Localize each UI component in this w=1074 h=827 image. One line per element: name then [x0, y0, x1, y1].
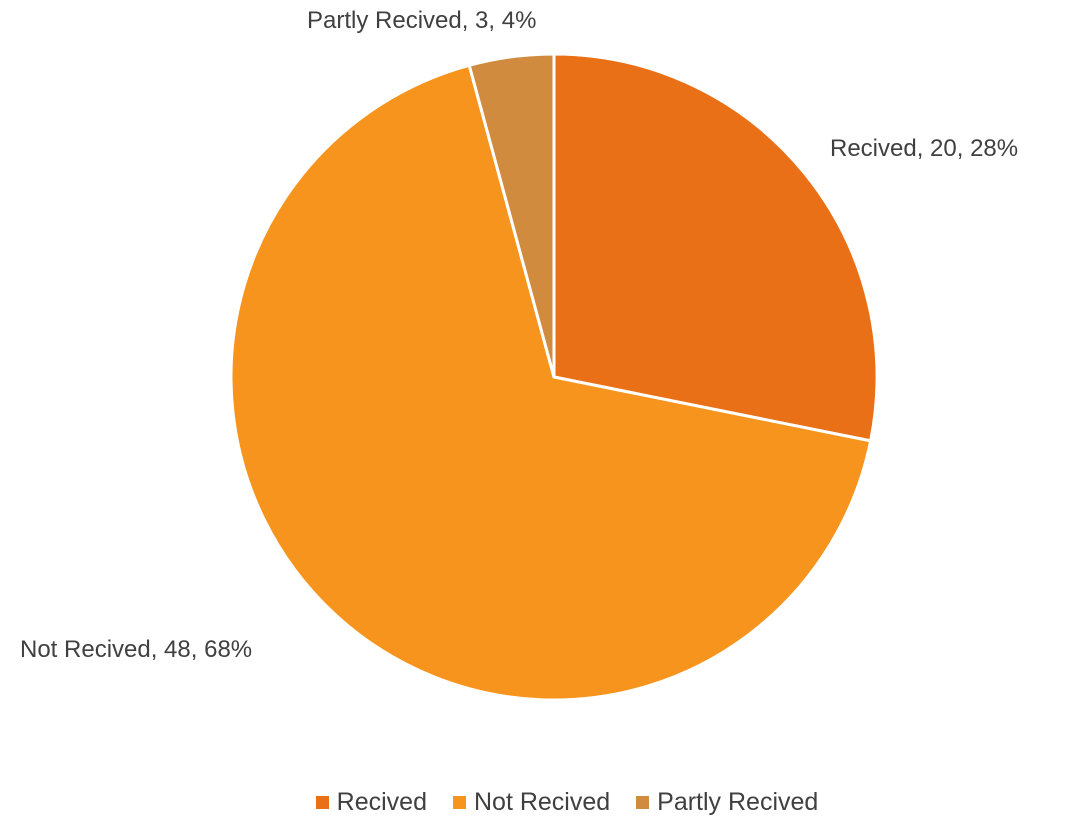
legend-item-not-recived[interactable]: Not Recived: [452, 788, 611, 817]
pie-slice-partly-recived[interactable]: [467, 52, 556, 379]
legend-swatch-not-recived: [452, 796, 466, 809]
pie-slices: [229, 52, 879, 702]
data-label-not-recived: Not Recived, 48, 68%: [20, 636, 252, 663]
legend-item-partly-recived[interactable]: Partly Recived: [636, 788, 818, 817]
legend-label-not-recived: Not Recived: [473, 788, 611, 816]
legend-label-partly-recived: Partly Recived: [657, 788, 819, 816]
legend-item-recived[interactable]: Recived: [315, 788, 427, 817]
chart-legend: Recived Not Recived Partly Recived: [30, 788, 1074, 817]
pie-slice-not-recived[interactable]: [229, 63, 873, 702]
pie-data-labels: Recived, 20, 28% Not Recived, 48, 68% Part…: [20, 7, 1018, 663]
data-label-partly-recived: Partly Recived, 3, 4%: [307, 7, 536, 34]
legend-swatch-recived: [315, 796, 329, 809]
data-label-recived: Recived, 20, 28%: [830, 135, 1018, 162]
legend-label-recived: Recived: [336, 788, 427, 816]
legend-swatch-partly-recived: [636, 796, 650, 809]
pie-slice-recived[interactable]: [552, 52, 879, 443]
